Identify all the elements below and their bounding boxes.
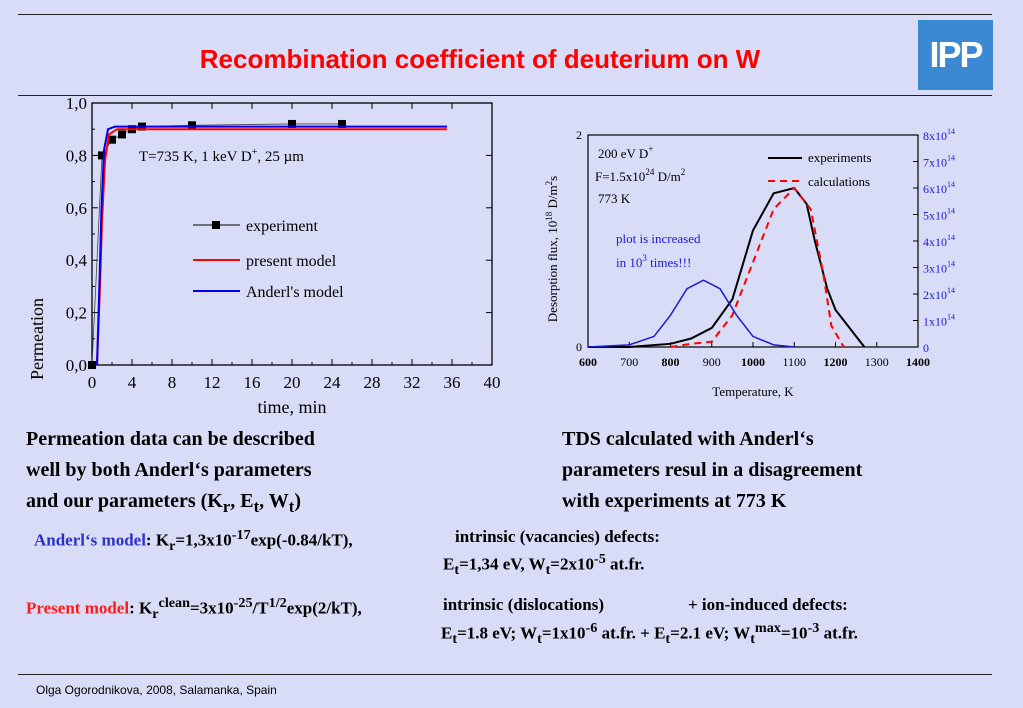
left-x-tick-label: 8 [168, 373, 177, 392]
right-y-tick-label: 5x1014 [923, 207, 955, 223]
experiment-point [188, 121, 196, 130]
right-y-tick-label: 7x1014 [923, 154, 955, 170]
experiment-point [98, 151, 106, 160]
legend-calculations: calculations [808, 174, 870, 189]
legend-experiments: experiments [808, 150, 872, 165]
note-line-1: plot is increased [616, 231, 701, 246]
left-x-tick-label: 32 [404, 373, 421, 392]
legend-experiment: experiment [246, 218, 319, 235]
left-x-tick-label: 16 [244, 373, 261, 392]
left-y-tick-label: 0,2 [66, 304, 87, 323]
left-x-tick-label: 4 [128, 373, 137, 392]
right-x-tick-label: 1000 [741, 355, 765, 369]
left-x-tick-label: 0 [88, 373, 97, 392]
anderl-formula-line-2: Et=1,34 eV, Wt=2x10-5 at.fr. [443, 551, 645, 579]
calculations-curve [670, 186, 845, 348]
legend-marker-experiment [212, 221, 220, 229]
top-rule [18, 14, 992, 15]
present-formula-line-2: Et=1.8 eV; Wt=1x10-6 at.fr. + Et=2.1 eV;… [441, 620, 858, 648]
left-y-tick-label: 0,0 [66, 356, 87, 375]
permeation-chart: 0 4 8 12 16 20 24 28 32 36 40 0,0 0,2 0,4 0,6 0,8 1,0 T=… [27, 94, 501, 417]
right-y-tick-label: 1x1014 [923, 313, 955, 329]
legend-present-model: present model [246, 253, 337, 270]
left-paragraph: Permeation data can be described well by… [26, 428, 315, 516]
right-y-axis-label: Desorption flux, 1018 D/m2s [544, 176, 560, 322]
experiment-point [288, 119, 296, 128]
right-x-axis-label: Temperature, K [712, 384, 794, 399]
legend-anderl-model: Anderl's model [246, 284, 344, 301]
ipp-logo: IPP [918, 20, 993, 90]
info-line-2: F=1.5x1024 D/m2 [595, 167, 685, 184]
footer-rule [18, 674, 992, 675]
experiment-point [338, 119, 346, 128]
anderl-formula-line-1: Anderl‘s model: Kr=1,3x10-17exp(-0.84/kT… [34, 527, 353, 555]
left-y-tick-label: 0,6 [66, 199, 87, 218]
left-x-tick-label: 40 [484, 373, 501, 392]
right-y-tick-label: 0 [923, 341, 929, 355]
right-note: plot is increased in 103 times!!! [616, 231, 701, 270]
left-x-tick-label: 20 [284, 373, 301, 392]
right-x-tick-label: 1100 [782, 355, 806, 369]
experiment-point [118, 130, 126, 139]
left-x-tick-label: 24 [324, 373, 342, 392]
right-y-tick-label: 3x1014 [923, 260, 955, 276]
left-x-tick-label: 28 [364, 373, 381, 392]
tds-chart: 600 700 800 900 1000 1100 1200 1300 14000201x101… [544, 127, 955, 399]
experiment-point [108, 135, 116, 144]
right-left-y-tick-label: 2 [576, 128, 582, 142]
present-plus-defects: + ion-induced defects: [688, 595, 848, 614]
right-x-tick-label: 1400 [906, 355, 930, 369]
right-info-box: 200 eV D+ F=1.5x1024 D/m2 773 K [595, 144, 685, 206]
right-legend: experiments calculations [768, 150, 872, 189]
right-x-tick-label: 800 [662, 355, 680, 369]
page-title: Recombination coefficient of deuterium o… [199, 44, 761, 74]
anderl-defects: intrinsic (vacancies) defects: [455, 527, 660, 546]
info-line-1: 200 eV D+ [598, 144, 653, 161]
right-x-tick-label: 900 [703, 355, 721, 369]
present-formula-line-1: Present model: Krclean=3x10-25/T1/2exp(2… [26, 595, 362, 623]
right-x-tick-label: 600 [579, 355, 597, 369]
right-y-tick-label: 4x1014 [923, 233, 955, 249]
anderl-model-line [96, 125, 447, 366]
footer-credit: Olga Ogorodnikova, 2008, Salamanka, Spai… [36, 683, 277, 697]
right-y-tick-label: 8x1014 [923, 127, 955, 143]
left-x-tick-label: 36 [444, 373, 461, 392]
left-chart-annotation: T=735 K, 1 keV D+, 25 µm [139, 147, 304, 165]
left-y-tick-label: 1,0 [66, 94, 87, 113]
left-y-axis-label: Permeation [27, 298, 47, 380]
right-x-tick-label: 1300 [865, 355, 889, 369]
right-y-tick-label: 2x1014 [923, 286, 955, 302]
experiment-point [88, 361, 96, 369]
present-defects: intrinsic (dislocations) [443, 595, 605, 614]
left-x-axis-label: time, min [258, 397, 327, 417]
left-legend: experiment present model Anderl's model [193, 218, 344, 301]
right-left-y-tick-label: 0 [576, 340, 582, 354]
right-x-tick-label: 700 [620, 355, 638, 369]
note-line-2: in 103 times!!! [616, 253, 691, 270]
title-rule [18, 95, 992, 96]
scaled-calculation-curve [587, 279, 795, 348]
right-y-tick-label: 6x1014 [923, 180, 955, 196]
left-x-tick-label: 12 [204, 373, 221, 392]
left-y-tick-label: 0,4 [66, 251, 88, 270]
right-x-tick-label: 1200 [824, 355, 848, 369]
right-paragraph: TDS calculated with Anderl‘s parameters … [562, 428, 863, 512]
info-line-3: 773 K [598, 191, 631, 206]
left-y-tick-label: 0,8 [66, 146, 87, 165]
